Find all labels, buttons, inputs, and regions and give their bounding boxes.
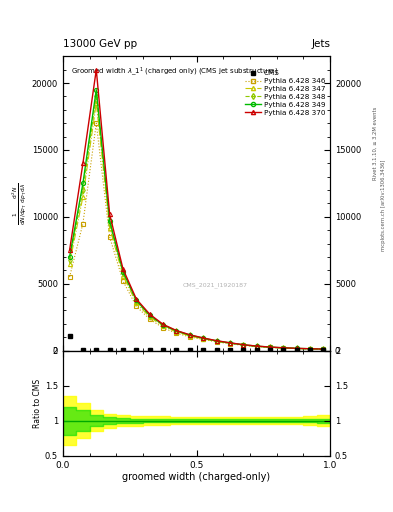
Y-axis label: $\frac{1}{\mathrm{d}N/\mathrm{d}p_\mathrm{T}}\,\frac{\mathrm{d}^2N}{\mathrm{d}p_: $\frac{1}{\mathrm{d}N/\mathrm{d}p_\mathr… [11, 182, 29, 225]
Text: mcplots.cern.ch [arXiv:1306.3436]: mcplots.cern.ch [arXiv:1306.3436] [381, 159, 386, 250]
Text: CMS_2021_I1920187: CMS_2021_I1920187 [183, 282, 248, 288]
X-axis label: groomed width (charged-only): groomed width (charged-only) [123, 472, 270, 482]
Text: Jets: Jets [311, 38, 330, 49]
Text: 13000 GeV pp: 13000 GeV pp [63, 38, 137, 49]
Text: Rivet 3.1.10, ≥ 3.2M events: Rivet 3.1.10, ≥ 3.2M events [373, 106, 378, 180]
Legend: CMS, Pythia 6.428 346, Pythia 6.428 347, Pythia 6.428 348, Pythia 6.428 349, Pyt: CMS, Pythia 6.428 346, Pythia 6.428 347,… [243, 69, 327, 117]
Text: Groomed width $\lambda\_1^1$ (charged only) (CMS jet substructure): Groomed width $\lambda\_1^1$ (charged on… [71, 65, 278, 78]
Y-axis label: Ratio to CMS: Ratio to CMS [33, 378, 42, 428]
